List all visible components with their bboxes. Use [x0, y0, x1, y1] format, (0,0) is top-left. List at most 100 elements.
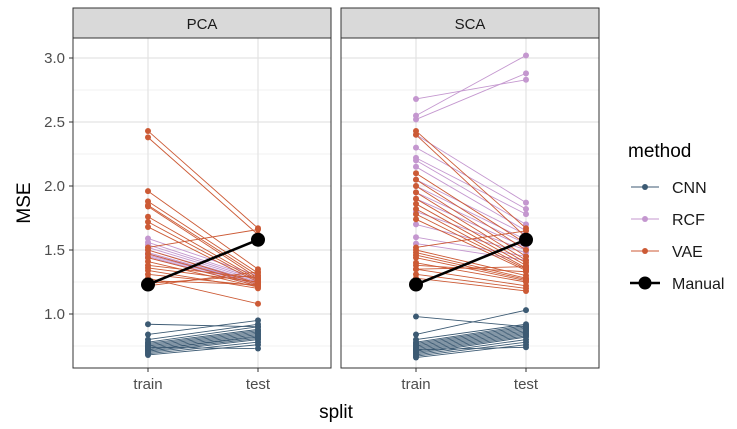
series-line-cnn: [415, 323, 527, 341]
series-line-vae: [147, 261, 259, 288]
data-point-cnn: [413, 313, 419, 320]
panel-background: [341, 38, 599, 368]
y-tick-label: 2.5: [44, 114, 65, 131]
series-line-cnn: [415, 328, 527, 347]
data-point-cnn: [413, 331, 419, 338]
data-point-rcf: [413, 157, 419, 164]
series-line-cnn: [415, 334, 527, 352]
series-line-cnn: [147, 334, 259, 350]
series-line-rcf: [415, 191, 527, 245]
series-line-vae: [415, 218, 527, 271]
legend-label-cnn: CNN: [672, 180, 707, 197]
data-point-cnn: [523, 344, 529, 351]
data-point-vae: [523, 287, 529, 294]
series-line-vae: [415, 198, 527, 264]
series-line-vae: [415, 230, 527, 248]
y-tick-label: 1.5: [44, 242, 65, 259]
series-line-vae: [147, 264, 259, 279]
data-point-rcf: [413, 116, 419, 123]
series-line-vae: [415, 268, 527, 287]
series-line-cnn: [415, 327, 527, 346]
series-line-vae: [147, 229, 259, 248]
data-point-vae: [413, 183, 419, 189]
y-axis-title: MSE: [14, 182, 35, 223]
data-point-cnn: [413, 346, 419, 353]
x-tick-label: train: [133, 376, 162, 393]
series-line-vae: [147, 226, 259, 283]
series-line-vae: [147, 267, 259, 283]
data-point-rcf: [413, 95, 419, 102]
legend: [630, 184, 660, 290]
legend-key-point: [638, 276, 652, 290]
data-point-rcf: [523, 206, 529, 213]
series-line-rcf: [415, 79, 527, 100]
data-point-rcf: [523, 76, 529, 83]
series-line-cnn: [415, 336, 527, 355]
series-line-vae: [147, 206, 259, 279]
series-line-vae: [415, 208, 527, 269]
series-line-rcf: [147, 241, 259, 279]
data-point-cnn: [145, 331, 151, 338]
data-point-vae: [145, 203, 151, 210]
series-line-cnn: [147, 337, 259, 352]
series-line-vae: [147, 249, 259, 284]
series-line-cnn: [415, 344, 527, 358]
data-point-vae: [413, 206, 419, 213]
facet-label: SCA: [455, 16, 486, 33]
data-point-vae: [145, 213, 151, 220]
data-point-rcf: [523, 52, 529, 59]
data-point-vae: [255, 226, 261, 233]
y-tick-label: 2.0: [44, 178, 65, 195]
data-point-rcf: [523, 70, 529, 77]
series-line-vae: [415, 172, 527, 244]
x-tick-label: train: [401, 376, 430, 393]
panel-border: [72, 37, 332, 369]
series-line-vae: [415, 213, 527, 270]
data-point-vae: [413, 216, 419, 223]
series-line-cnn: [147, 330, 259, 346]
legend-key-point: [642, 248, 648, 254]
series-line-cnn: [415, 330, 527, 348]
panel-border: [340, 37, 600, 369]
series-line-vae: [415, 192, 527, 261]
legend-key-point: [642, 184, 648, 190]
series-line-vae: [147, 190, 259, 270]
series-line-rcf: [415, 198, 527, 248]
series-line-vae: [147, 204, 259, 276]
series-line-vae: [415, 257, 527, 282]
data-point-cnn: [145, 351, 151, 358]
series-line-vae: [147, 200, 259, 274]
series-line-cnn: [415, 309, 527, 335]
manual-point: [409, 277, 423, 292]
series-line-rcf: [415, 147, 527, 210]
series-line-vae: [147, 271, 259, 287]
legend-key-point: [642, 216, 648, 222]
manual-line: [415, 238, 527, 286]
panel-pca: [72, 7, 332, 372]
series-line-cnn: [147, 331, 259, 347]
data-point-vae: [255, 300, 261, 307]
manual-point: [519, 232, 533, 247]
legend-label-rcf: RCF: [672, 212, 705, 229]
data-point-vae: [413, 254, 419, 261]
y-tick-label: 1.0: [44, 306, 65, 323]
series-line-cnn: [415, 339, 527, 356]
series-line-vae: [415, 264, 527, 273]
data-point-cnn: [145, 344, 151, 351]
series-line-vae: [147, 280, 259, 286]
data-point-cnn: [255, 345, 261, 352]
data-point-vae: [413, 176, 419, 183]
series-line-rcf: [415, 185, 527, 241]
series-line-cnn: [147, 319, 259, 335]
series-line-rcf: [415, 55, 527, 116]
series-line-cnn: [147, 344, 259, 356]
panel-sca: [340, 7, 600, 372]
data-point-rcf: [413, 144, 419, 151]
series-line-rcf: [415, 179, 527, 236]
x-axis-title: split: [319, 402, 354, 423]
data-point-cnn: [523, 307, 529, 314]
series-line-cnn: [147, 328, 259, 344]
series-line-cnn: [415, 346, 527, 351]
series-line-cnn: [147, 339, 259, 353]
